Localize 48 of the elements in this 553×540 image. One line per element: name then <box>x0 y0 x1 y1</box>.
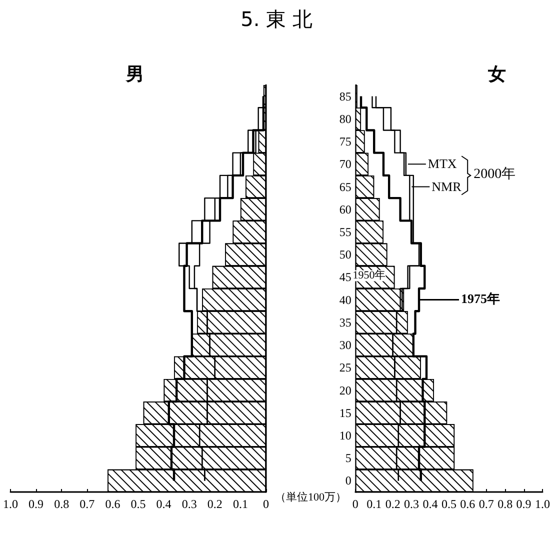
x-tick-label: 0.1 <box>232 497 248 511</box>
series-label: 1950年 <box>352 270 386 282</box>
y-tick-label: 35 <box>339 315 352 330</box>
legend-label: NMR <box>432 178 462 194</box>
y-tick-label: 5 <box>345 451 352 466</box>
y-tick-label: 85 <box>339 89 352 104</box>
chart-subtitle: 女 <box>487 64 506 84</box>
x-tick-label: 0.7 <box>478 497 494 511</box>
x-tick-label: 0.2 <box>385 497 400 511</box>
y-tick-label: 75 <box>339 134 352 149</box>
y-tick-label: 25 <box>339 360 352 375</box>
x-tick-label: 0.4 <box>422 497 438 511</box>
y-tick-label: 70 <box>339 157 352 172</box>
x-tick-label: 0.9 <box>28 497 44 511</box>
y-tick-label: 60 <box>339 202 352 216</box>
x-tick-label: 0.3 <box>182 497 197 511</box>
y-tick-label: 30 <box>339 338 352 352</box>
x-tick-label: 1.0 <box>535 497 550 511</box>
x-axis-title: （単位100万） <box>275 492 346 504</box>
x-tick-label: 0.1 <box>366 497 382 511</box>
x-tick-label: 0 <box>263 497 269 511</box>
x-tick-label: 0.8 <box>498 497 513 511</box>
legend-label: MTX <box>428 156 458 172</box>
y-tick-label: 40 <box>339 292 352 307</box>
y-tick-label: 65 <box>339 180 352 194</box>
x-tick-label: 0.6 <box>105 497 120 511</box>
y-tick-label: 45 <box>339 270 352 284</box>
x-tick-label: 0.2 <box>207 497 222 511</box>
chart-subtitle: 男 <box>125 64 144 84</box>
annotation: 2000年 <box>474 166 516 182</box>
x-tick-label: 0.7 <box>80 497 95 511</box>
y-tick-label: 15 <box>339 406 352 420</box>
x-tick-label: 0.8 <box>54 497 70 511</box>
x-tick-label: 0.3 <box>404 497 420 511</box>
x-tick-label: 0.9 <box>516 497 532 511</box>
y-tick-label: 55 <box>339 224 352 239</box>
y-tick-label: 80 <box>339 112 352 126</box>
y-tick-label: 10 <box>339 428 352 442</box>
x-tick-label: 1.0 <box>3 497 18 511</box>
x-tick-label: 0.5 <box>130 497 146 511</box>
chart-title: 5. 東 北 <box>240 6 314 33</box>
legend-label: 1975年 <box>461 290 500 306</box>
x-tick-label: 0.4 <box>156 497 172 511</box>
x-tick-label: 0.6 <box>460 497 476 511</box>
y-tick-label: 50 <box>339 248 352 262</box>
y-tick-label: 0 <box>345 474 352 488</box>
y-tick-label: 20 <box>339 383 352 398</box>
x-tick-label: 0.5 <box>441 497 456 511</box>
